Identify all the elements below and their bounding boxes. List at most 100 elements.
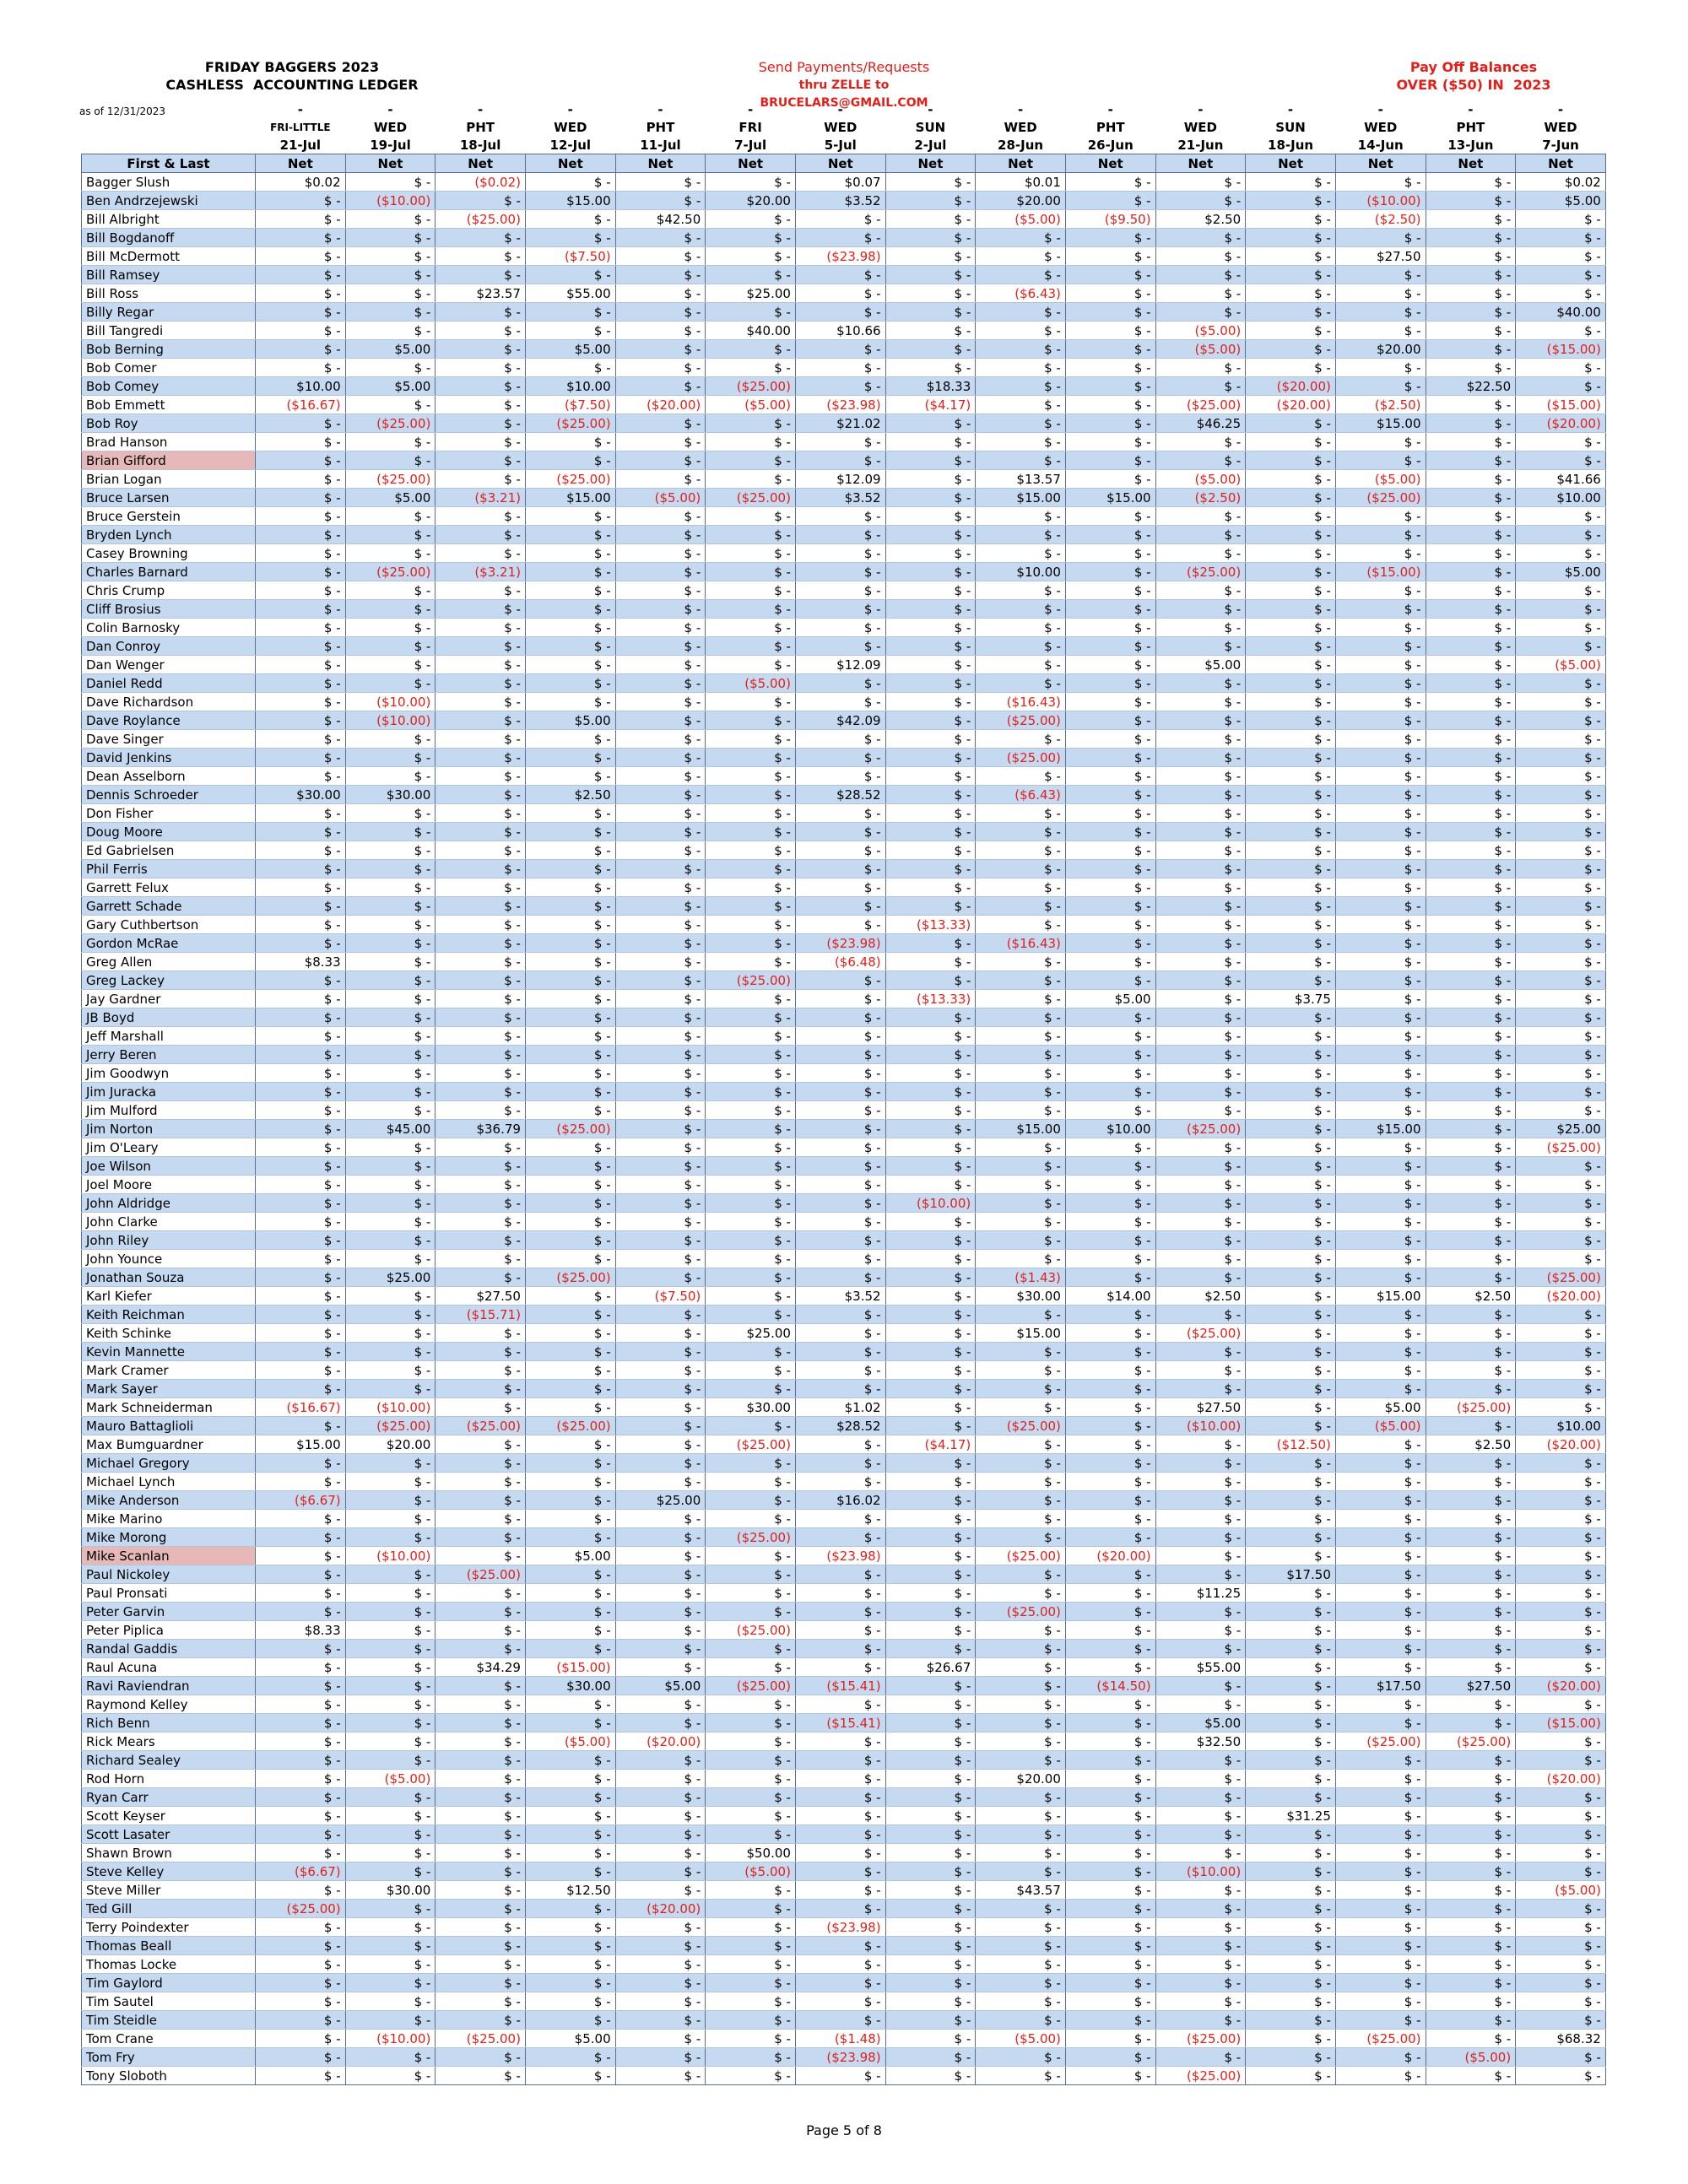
- net-cell: $ -: [1334, 1880, 1426, 1900]
- net-cell: $ -: [435, 1954, 526, 1974]
- net-cell: $ -: [435, 1063, 526, 1083]
- net-cell: $ -: [1064, 1379, 1156, 1398]
- net-cell: $ -: [794, 1063, 886, 1083]
- net-cell: $15.00: [1334, 1119, 1426, 1138]
- net-cell: $ -: [524, 1825, 616, 1844]
- net-cell: $ -: [1425, 970, 1517, 990]
- net-cell: $ -: [344, 989, 436, 1008]
- net-cell: ($25.00): [1155, 395, 1247, 414]
- net-cell: $ -: [524, 321, 616, 340]
- column-mark: -: [1107, 101, 1113, 117]
- net-cell: $ -: [1245, 1323, 1336, 1343]
- net-cell: $ -: [344, 1045, 436, 1064]
- net-cell: $ -: [344, 1156, 436, 1176]
- ledger-row: Steve Kelley ($6.67) $ - $ - $ - $ - ($5.00) $ …: [81, 1862, 1606, 1881]
- net-cell: $ -: [1334, 451, 1426, 470]
- net-cell: $ -: [1515, 376, 1606, 396]
- net-cell: ($20.00): [1515, 1769, 1606, 1788]
- net-cell: $ -: [435, 1713, 526, 1733]
- net-cell: $ -: [1425, 1620, 1517, 1640]
- net-cell: $ -: [344, 1695, 436, 1714]
- net-cell: $ -: [435, 1620, 526, 1640]
- net-cell: $ -: [885, 618, 977, 637]
- net-cell: $ -: [255, 1342, 346, 1361]
- net-cell: $ -: [1064, 543, 1156, 563]
- net-cell: $ -: [435, 729, 526, 749]
- net-cell: $ -: [705, 1193, 796, 1213]
- net-cell: $ -: [1515, 915, 1606, 934]
- net-cell: $ -: [1155, 1305, 1247, 1324]
- net-cell: $ -: [794, 1249, 886, 1268]
- net-cell: $ -: [1425, 562, 1517, 581]
- net-cell: $ -: [1155, 915, 1247, 934]
- net-cell: $ -: [435, 1453, 526, 1473]
- ledger-row: Casey Browning $ - $ - $ - $ - $ - $ - $ - $ - $ …: [81, 543, 1606, 563]
- net-cell: $ -: [794, 1472, 886, 1491]
- net-cell: $ -: [1064, 2047, 1156, 2067]
- subtitle: CASHLESS ACCOUNTING LEDGER: [165, 77, 419, 93]
- net-cell: $ -: [1064, 1639, 1156, 1658]
- net-cell: $ -: [614, 1713, 706, 1733]
- ledger-row: Tony Sloboth $ - $ - $ - $ - $ - $ - $ - $ - $ - $…: [81, 2066, 1606, 2085]
- net-cell: $30.00: [705, 1397, 796, 1417]
- net-cell: $ -: [1425, 729, 1517, 749]
- net-cell: $ -: [1245, 1843, 1336, 1862]
- column-day: WED: [824, 119, 858, 135]
- net-cell: $ -: [975, 655, 1066, 674]
- ledger-row: Greg Lackey $ - $ - $ - $ - $ - ($25.00) $ - $ -…: [81, 970, 1606, 990]
- net-cell: $ -: [975, 1565, 1066, 1584]
- net-cell: $ -: [975, 803, 1066, 823]
- net-cell: $0.01: [975, 172, 1066, 192]
- net-cell: $ -: [794, 228, 886, 247]
- player-name: Ben Andrzejewski: [81, 191, 256, 210]
- net-cell: $ -: [344, 618, 436, 637]
- net-cell: $ -: [614, 711, 706, 730]
- net-cell: $ -: [1155, 1472, 1247, 1491]
- net-cell: $ -: [344, 1954, 436, 1974]
- net-cell: $ -: [885, 469, 977, 489]
- net-cell: $ -: [1245, 209, 1336, 229]
- net-cell: ($25.00): [344, 562, 436, 581]
- net-cell: $ -: [885, 488, 977, 507]
- net-cell: $ -: [885, 1175, 977, 1194]
- net-cell: $30.00: [255, 785, 346, 804]
- net-cell: $ -: [1155, 358, 1247, 377]
- net-cell: $ -: [255, 673, 346, 693]
- net-cell: $ -: [705, 1769, 796, 1788]
- net-cell: $ -: [1425, 228, 1517, 247]
- net-cell: $ -: [1064, 321, 1156, 340]
- net-cell: $ -: [614, 748, 706, 767]
- net-cell: $ -: [794, 543, 886, 563]
- player-name: John Aldridge: [81, 1193, 256, 1213]
- net-cell: $ -: [435, 451, 526, 470]
- net-cell: $ -: [614, 376, 706, 396]
- net-cell: $ -: [885, 1008, 977, 1027]
- net-cell: $ -: [794, 822, 886, 841]
- net-cell: $ -: [794, 1268, 886, 1287]
- column-day: WED: [373, 119, 408, 135]
- player-name: Charles Barnard: [81, 562, 256, 581]
- net-cell: $ -: [1425, 1954, 1517, 1974]
- net-cell: $ -: [524, 1360, 616, 1380]
- net-cell: $ -: [1064, 1843, 1156, 1862]
- net-cell: $ -: [885, 1880, 977, 1900]
- net-cell: $ -: [435, 1676, 526, 1695]
- net-cell: $ -: [885, 1602, 977, 1621]
- net-cell: $8.33: [255, 952, 346, 971]
- net-cell: $ -: [1425, 1342, 1517, 1361]
- net-cell: $ -: [1245, 284, 1336, 303]
- net-cell: $ -: [705, 562, 796, 581]
- net-cell: $ -: [1245, 618, 1336, 637]
- net-cell: $ -: [1155, 172, 1247, 192]
- net-cell: $ -: [794, 1954, 886, 1974]
- net-cell: $ -: [435, 1527, 526, 1547]
- net-cell: $ -: [344, 1565, 436, 1584]
- net-cell: $ -: [524, 543, 616, 563]
- net-cell: $ -: [1515, 1063, 1606, 1083]
- ledger-row: Dave Roylance $ - ($10.00) $ - $5.00 $ - $ - $4…: [81, 711, 1606, 730]
- net-cell: $ -: [1155, 1230, 1247, 1250]
- net-cell: $ -: [1155, 1954, 1247, 1974]
- net-cell: $ -: [1425, 451, 1517, 470]
- net-cell: $ -: [1425, 1973, 1517, 1992]
- net-cell: $ -: [1334, 1138, 1426, 1157]
